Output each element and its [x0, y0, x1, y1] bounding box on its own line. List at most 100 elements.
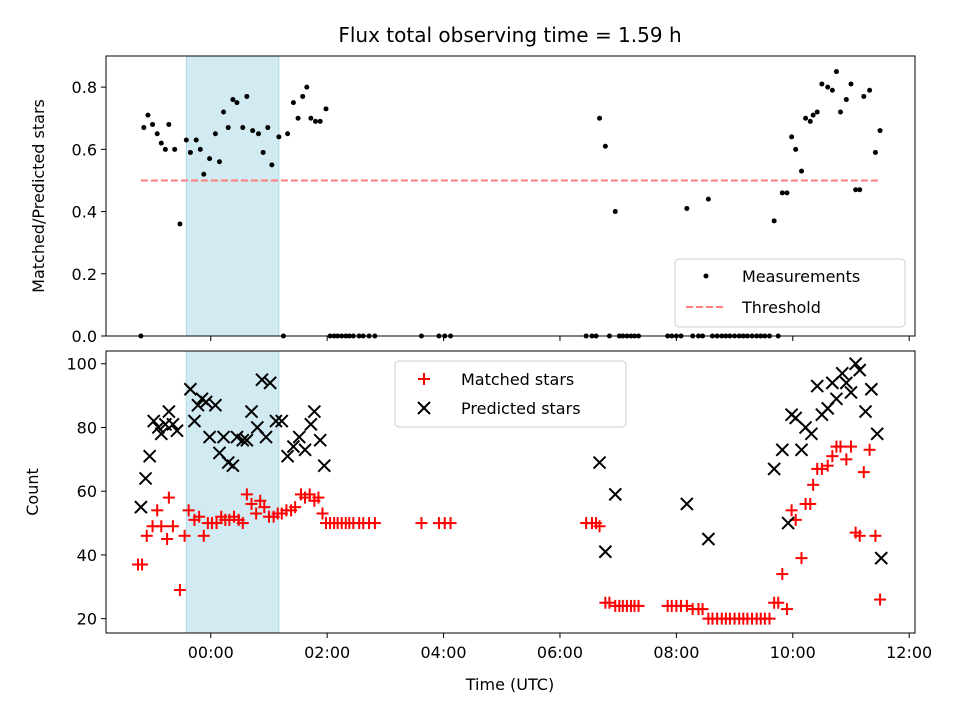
bottom-y-tick-label: 80 — [77, 418, 97, 437]
predicted-star-point — [216, 430, 231, 444]
legend-threshold-label: Threshold — [741, 298, 821, 317]
predicted-star-point — [767, 462, 781, 476]
matched-star-point — [763, 612, 776, 625]
measurement-point — [201, 171, 207, 177]
top-y-tick-label: 0.0 — [72, 327, 97, 346]
predicted-star-point — [870, 427, 884, 441]
predicted-star-point — [236, 433, 250, 447]
predicted-star-point — [259, 430, 273, 444]
matched-star-point — [772, 596, 785, 609]
matched-star-point — [863, 443, 876, 456]
measurement-point — [172, 146, 178, 152]
bottom-y-tick-label: 60 — [77, 482, 97, 501]
matched-star-point — [303, 488, 316, 501]
measurement-point — [276, 134, 282, 140]
measurement-point — [240, 125, 246, 131]
measurement-point — [260, 149, 266, 155]
measurement-point — [234, 100, 240, 106]
observing-interval-shade — [185, 55, 280, 337]
x-tick-label: 12:00 — [886, 643, 932, 662]
matched-star-point — [136, 558, 149, 571]
observing-interval-shade — [185, 350, 280, 634]
measurement-point — [183, 137, 189, 143]
legend-measurements-marker — [703, 273, 709, 279]
measurement-point — [807, 118, 813, 124]
predicted-star-point — [191, 398, 205, 412]
measurement-point — [853, 187, 859, 193]
x-tick-label: 06:00 — [537, 643, 583, 662]
bottom-panel: 20 40 60 80 100 00:00 02:00 04:00 06:00 08:00 10:0… — [23, 350, 932, 694]
matched-star-point — [785, 504, 798, 517]
top-shaded-region-layer — [185, 55, 280, 337]
measurement-point — [166, 121, 172, 127]
predicted-star-point — [853, 363, 867, 377]
predicted-star-point — [864, 382, 879, 396]
predicted-star-point — [839, 376, 854, 390]
measurement-point — [154, 131, 160, 137]
predicted-star-point — [208, 398, 223, 412]
predicted-star-point — [226, 459, 240, 473]
predicted-star-point — [142, 449, 157, 463]
matched-star-point — [210, 517, 223, 530]
predicted-star-point — [244, 404, 259, 419]
matched-star-point — [166, 520, 179, 533]
measurement-point — [323, 106, 329, 112]
measurement-point — [803, 115, 809, 121]
matched-star-point — [289, 501, 302, 514]
measurement-point — [197, 146, 203, 152]
predicted-star-point — [263, 376, 277, 390]
matched-star-point — [632, 599, 645, 612]
x-tick-label: 10:00 — [770, 643, 816, 662]
measurement-point — [833, 69, 839, 75]
x-axis-label: Time (UTC) — [465, 675, 554, 694]
measurement-point — [861, 93, 867, 99]
legend-predicted-label: Predicted stars — [461, 399, 581, 418]
top-legend-box — [674, 258, 906, 328]
matched-stars-points — [132, 440, 887, 625]
bottom-plot-frame — [105, 350, 916, 634]
matched-star-point — [857, 466, 870, 479]
matched-star-point — [795, 552, 808, 565]
top-y-axis-label: Matched/Predicted stars — [29, 99, 48, 293]
measurement-point — [872, 149, 878, 155]
predicted-stars-points — [134, 357, 888, 565]
matched-star-point — [593, 520, 606, 533]
predicted-star-point — [170, 423, 184, 438]
predicted-star-point — [269, 414, 283, 428]
matched-star-point — [151, 504, 164, 517]
predicted-star-point — [701, 532, 716, 546]
predicted-star-point — [317, 459, 331, 473]
predicted-star-point — [199, 395, 213, 409]
measurement-point — [825, 84, 831, 90]
measurement-point — [313, 118, 319, 124]
predicted-star-point — [154, 427, 168, 441]
measurement-point — [857, 187, 863, 193]
predicted-star-point — [183, 382, 198, 396]
x-tick-label: 08:00 — [653, 643, 699, 662]
matched-star-point — [236, 517, 249, 530]
measurement-point — [295, 115, 301, 121]
bottom-shaded-region-layer — [185, 350, 280, 634]
predicted-star-point — [680, 497, 694, 511]
predicted-star-point — [280, 449, 295, 463]
x-tick-label: 04:00 — [421, 643, 467, 662]
matched-star-point — [869, 529, 882, 542]
matched-star-point — [807, 478, 820, 491]
matched-star-point — [821, 459, 834, 472]
measurement-point — [162, 146, 168, 152]
predicted-star-point — [781, 516, 795, 530]
measurement-point — [230, 97, 236, 103]
measurement-point — [250, 128, 256, 134]
predicted-star-point — [134, 500, 148, 514]
measurement-point — [193, 137, 199, 143]
matched-star-point — [444, 517, 457, 530]
matched-star-point — [161, 533, 174, 545]
matched-star-point — [173, 583, 186, 596]
matched-star-point — [840, 453, 853, 466]
measurement-point — [602, 143, 608, 149]
matched-star-point — [316, 507, 329, 520]
measurement-point — [225, 125, 231, 131]
matched-star-point — [155, 520, 168, 533]
predicted-star-point — [286, 439, 301, 454]
